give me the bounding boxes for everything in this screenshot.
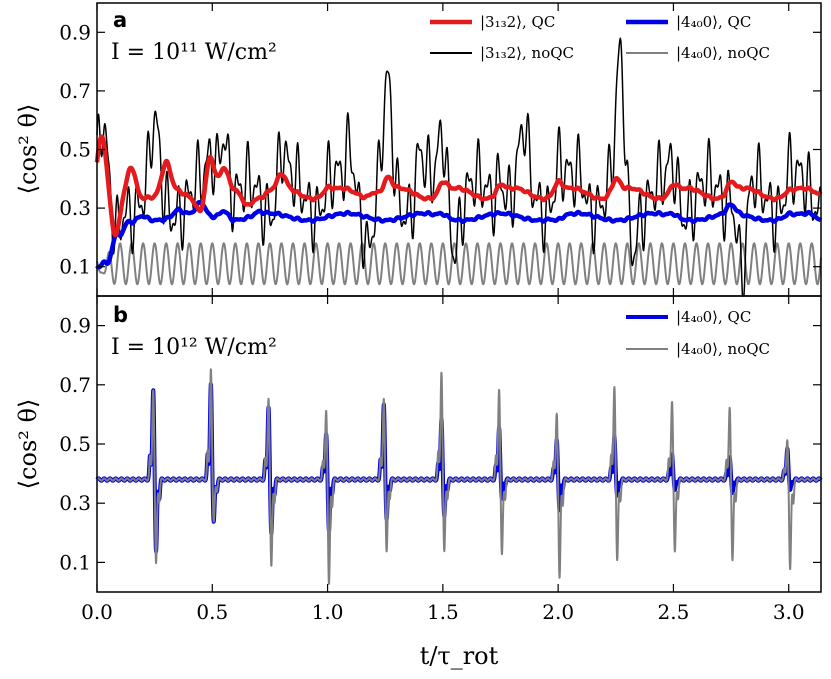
panel-a-intensity: I = 10¹¹ W/cm²	[111, 40, 277, 65]
panel-b-ylabel: ⟨cos² θ⟩	[14, 399, 42, 490]
panel-a-yticks: 0.1 0.3 0.5 0.7 0.9	[59, 20, 821, 279]
legend-label: |4₄₀0⟩, QC	[676, 13, 751, 31]
panel-b-yticks: 0.1 0.3 0.5 0.7 0.9	[59, 314, 821, 574]
y-tick-label: 0.1	[59, 255, 91, 279]
panel-a-series-line	[94, 134, 823, 238]
y-tick-label: 0.3	[59, 196, 91, 220]
panel-b-series-line	[95, 381, 823, 554]
legend-label: |4₄₀0⟩, noQC	[676, 340, 770, 358]
legend-label: |3₁₃2⟩, QC	[480, 13, 555, 31]
panel-b-series-group	[95, 368, 823, 585]
panel-a-series-line	[95, 200, 823, 270]
x-tick-label: 0.0	[81, 600, 113, 624]
y-tick-label: 0.1	[59, 550, 91, 574]
panel-b-xticks: 0.0 0.5 1.0 1.5 2.0 2.5 3.0	[81, 296, 805, 624]
x-tick-label: 2.5	[658, 600, 690, 624]
panel-b-letter: b	[113, 303, 128, 327]
panel-a-legend: |3₁₃2⟩, QC |4₄₀0⟩, QC |3₁₃2⟩, noQC |4₄₀0⟩, …	[430, 13, 770, 62]
panel-b: ⟨cos² θ⟩ 0.1 0.3 0.5 0.7 0.9 0.0 0.5 1.0 1.5 2.0…	[14, 295, 823, 670]
y-tick-label: 0.3	[59, 491, 91, 515]
y-tick-label: 0.9	[59, 20, 91, 44]
legend-label: |4₄₀0⟩, noQC	[676, 44, 770, 62]
panel-a-series-line	[96, 242, 822, 286]
y-tick-label: 0.7	[59, 373, 91, 397]
y-tick-label: 0.7	[59, 79, 91, 103]
panel-b-legend: |4₄₀0⟩, QC |4₄₀0⟩, noQC	[626, 308, 770, 358]
y-tick-label: 0.9	[59, 314, 91, 338]
y-tick-label: 0.5	[59, 432, 91, 456]
legend-label: |3₁₃2⟩, noQC	[480, 44, 574, 62]
y-tick-label: 0.5	[59, 138, 91, 162]
x-axis-label: t/τ_rot	[420, 642, 499, 670]
x-tick-label: 1.0	[312, 600, 344, 624]
panel-b-intensity: I = 10¹² W/cm²	[111, 335, 277, 360]
x-tick-label: 3.0	[773, 600, 805, 624]
x-tick-label: 1.5	[427, 600, 459, 624]
panel-a-series-group	[94, 37, 823, 297]
panel-b-frame	[96, 295, 822, 593]
legend-label: |4₄₀0⟩, QC	[676, 308, 751, 326]
x-tick-label: 0.5	[196, 600, 228, 624]
panel-a: ⟨cos² θ⟩ 0.1 0.3 0.5 0.7 0.9 a I = 10¹¹ W/cm…	[14, 2, 823, 297]
panel-a-letter: a	[113, 8, 127, 32]
panel-a-ylabel: ⟨cos² θ⟩	[14, 104, 42, 195]
x-tick-label: 2.0	[542, 600, 574, 624]
panel-a-series-line	[96, 37, 822, 297]
panel-b-series-line	[96, 368, 822, 585]
